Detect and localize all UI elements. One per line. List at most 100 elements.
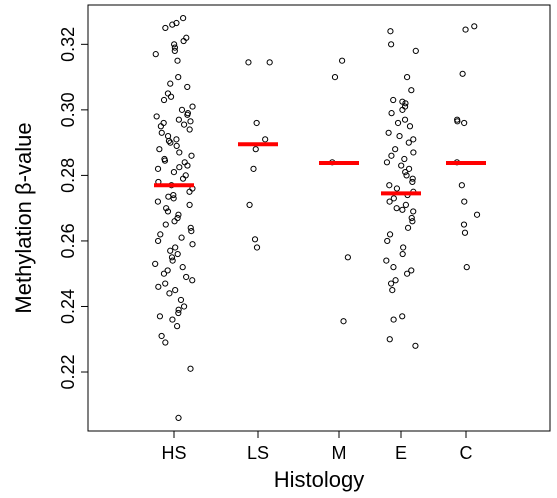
data-point: [168, 254, 176, 261]
data-point: [152, 260, 159, 267]
data-point: [187, 365, 194, 372]
data-point: [187, 224, 194, 231]
data-point: [410, 136, 417, 143]
x-axis: HS LS M E C: [161, 431, 473, 463]
y-axis-title: Methylation β-value: [11, 122, 36, 313]
data-point: [390, 264, 397, 271]
data-point: [177, 296, 185, 304]
data-point: [402, 169, 409, 176]
data-point: [471, 23, 478, 30]
data-point: [390, 96, 397, 104]
data-point: [164, 267, 171, 274]
data-point: [153, 113, 160, 120]
data-point: [463, 264, 470, 271]
data-point: [156, 313, 164, 320]
data-point: [188, 152, 195, 159]
data-point: [460, 221, 468, 228]
data-point: [408, 214, 415, 222]
data-point: [399, 313, 406, 320]
data-point: [396, 132, 403, 140]
data-point: [173, 142, 180, 150]
data-point: [399, 98, 406, 105]
y-tick-label: 0.22: [58, 354, 78, 389]
data-point: [409, 218, 416, 225]
median-lines: [154, 142, 486, 196]
data-point: [393, 205, 400, 212]
data-point: [186, 201, 193, 208]
data-point: [166, 290, 173, 297]
data-point: [392, 277, 399, 284]
data-point: [175, 116, 182, 123]
data-point: [184, 111, 191, 118]
data-point: [178, 234, 185, 241]
data-point: [383, 257, 390, 264]
data-point: [388, 110, 395, 117]
data-point: [412, 47, 419, 54]
data-point: [404, 224, 412, 231]
data-point: [400, 244, 407, 251]
data-point: [408, 87, 415, 94]
data-point: [164, 208, 172, 215]
y-tick-label: 0.24: [58, 289, 78, 324]
data-point: [386, 198, 393, 205]
data-point: [160, 96, 168, 104]
data-point: [402, 100, 409, 107]
data-point: [170, 169, 178, 176]
data-point: [179, 175, 187, 182]
data-point: [386, 336, 393, 343]
data-point: [171, 218, 178, 225]
data-point: [156, 146, 163, 153]
data-point: [388, 152, 395, 159]
data-point: [171, 47, 178, 54]
data-point: [392, 146, 399, 153]
data-point: [158, 332, 165, 340]
data-point: [180, 15, 187, 22]
data-point: [189, 103, 196, 110]
data-point: [251, 236, 259, 243]
data-point: [406, 123, 414, 130]
data-point: [160, 119, 167, 127]
data-point: [157, 123, 164, 130]
data-point: [390, 195, 397, 202]
data-point: [180, 303, 188, 310]
data-point: [387, 280, 395, 287]
data-point: [245, 59, 252, 66]
data-point: [412, 342, 419, 349]
data-point: [173, 136, 180, 143]
y-tick-label: 0.30: [58, 92, 78, 127]
x-axis-title: Histology: [274, 467, 364, 492]
data-point: [402, 201, 409, 208]
data-point: [399, 106, 406, 113]
data-point: [167, 80, 174, 87]
data-point: [175, 73, 182, 81]
data-point: [266, 59, 273, 66]
data-point: [162, 221, 169, 228]
data-point: [394, 119, 402, 127]
data-point: [410, 208, 417, 215]
data-point: [184, 83, 191, 91]
data-point: [405, 139, 412, 146]
data-point: [164, 132, 172, 140]
data-point: [169, 257, 176, 264]
data-point: [176, 164, 183, 171]
data-point: [183, 273, 190, 281]
data-point: [163, 205, 170, 212]
data-point: [174, 250, 181, 258]
data-point: [398, 162, 405, 169]
data-point: [252, 146, 259, 153]
data-point: [154, 165, 162, 172]
data-point: [186, 126, 193, 133]
data-point: [165, 193, 172, 200]
data-point: [399, 206, 406, 213]
data-point: [409, 178, 416, 186]
data-point: [403, 172, 410, 179]
data-point: [404, 270, 411, 277]
data-point: [385, 129, 392, 136]
data-point: [405, 165, 413, 172]
data-point: [157, 231, 164, 238]
y-tick-label: 0.28: [58, 158, 78, 193]
data-points: [152, 15, 481, 421]
data-point: [154, 198, 162, 205]
data-point: [459, 70, 466, 77]
